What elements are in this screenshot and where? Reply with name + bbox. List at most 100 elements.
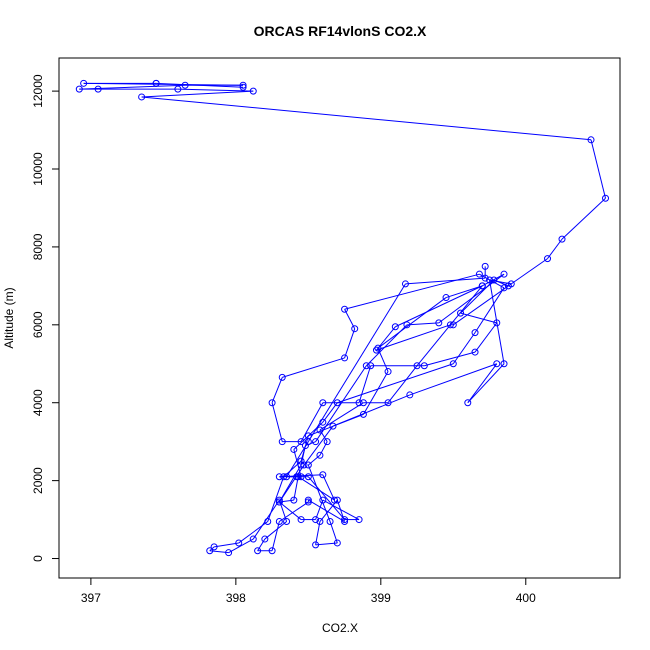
- data-point: [355, 516, 363, 524]
- data-point: [316, 451, 324, 459]
- data-point: [312, 516, 320, 524]
- series-segment: [307, 464, 331, 522]
- series-segment: [453, 283, 512, 326]
- series-segment: [438, 273, 505, 324]
- series-segment: [344, 273, 480, 310]
- series-segment: [297, 476, 335, 501]
- data-point: [75, 85, 83, 93]
- y-tick-label: 10000: [31, 152, 45, 186]
- data-point: [351, 325, 359, 333]
- data-point: [280, 473, 288, 481]
- series-segment: [308, 454, 321, 466]
- data-point: [290, 445, 298, 453]
- data-point: [293, 473, 301, 481]
- data-point: [341, 305, 349, 313]
- y-axis-label: Altitude (m): [2, 287, 16, 348]
- data-point: [374, 344, 382, 352]
- y-tick-label: 12000: [31, 74, 45, 108]
- data-point: [323, 438, 331, 446]
- series-segment: [460, 312, 497, 324]
- data-point: [500, 284, 508, 292]
- data-point: [181, 81, 189, 89]
- data-point: [355, 399, 363, 407]
- series-segment: [489, 279, 505, 364]
- series-segment: [337, 363, 454, 404]
- data-point: [442, 294, 450, 302]
- data-point: [278, 373, 286, 381]
- data-point: [326, 518, 334, 526]
- data-point: [249, 535, 257, 543]
- series-segment: [424, 351, 476, 367]
- series-segment: [406, 322, 439, 326]
- data-point: [401, 280, 409, 288]
- series-segment: [271, 377, 283, 403]
- data-point: [446, 321, 454, 329]
- series-segment: [303, 425, 334, 466]
- data-point: [225, 549, 233, 557]
- data-point: [312, 438, 320, 446]
- data-point: [174, 85, 182, 93]
- series-segment: [252, 499, 280, 540]
- series-segment: [278, 464, 302, 503]
- series-segment: [405, 277, 486, 285]
- data-point: [254, 547, 262, 555]
- data-point: [384, 399, 392, 407]
- data-point: [449, 321, 457, 329]
- series-segment: [362, 371, 389, 415]
- data-point: [319, 496, 327, 504]
- series-segment: [344, 328, 356, 359]
- series-segment: [319, 441, 328, 456]
- series-segment: [177, 88, 254, 92]
- data-point: [239, 83, 247, 91]
- data-point: [264, 518, 272, 526]
- data-point: [297, 461, 305, 469]
- data-point: [304, 473, 312, 481]
- series-segment: [264, 521, 287, 540]
- data-point: [359, 399, 367, 407]
- data-point: [304, 438, 312, 446]
- series-segment: [307, 476, 345, 520]
- data-point: [602, 194, 610, 202]
- data-point: [316, 426, 324, 434]
- series-segment: [376, 324, 451, 351]
- data-point: [544, 255, 552, 263]
- data-point: [457, 309, 465, 317]
- series-segment: [467, 363, 505, 404]
- series-segment: [474, 287, 505, 333]
- data-point: [329, 422, 337, 430]
- series-segment: [257, 538, 266, 551]
- series-segment: [279, 501, 302, 520]
- data-point: [312, 541, 320, 549]
- series-segment: [141, 96, 592, 141]
- data-point: [138, 93, 146, 101]
- data-point: [500, 360, 508, 368]
- data-point: [333, 496, 341, 504]
- series-segment: [293, 476, 299, 501]
- data-point: [319, 399, 327, 407]
- data-point: [283, 518, 291, 526]
- series-segment: [482, 273, 505, 287]
- data-point: [341, 354, 349, 362]
- data-point: [319, 471, 327, 479]
- series-segment: [547, 238, 563, 259]
- data-point: [478, 282, 486, 290]
- x-tick-label: 399: [371, 591, 391, 605]
- chart-title: ORCAS RF14vlonS CO2.X: [254, 23, 427, 39]
- data-point: [475, 270, 483, 278]
- data-point: [500, 270, 508, 278]
- series-segment: [79, 84, 186, 90]
- series-segment: [452, 332, 476, 365]
- data-point: [384, 368, 392, 376]
- y-tick-label: 0: [31, 555, 45, 562]
- data-point: [330, 496, 338, 504]
- series-segment: [271, 402, 283, 442]
- series-segment: [395, 285, 483, 328]
- y-axis: 0 2000 4000 6000 8000 10000 12000: [31, 74, 60, 562]
- data-point: [283, 473, 291, 481]
- data-point: [316, 518, 324, 526]
- series-segment: [319, 402, 364, 431]
- data-point: [275, 496, 283, 504]
- data-point: [449, 360, 457, 368]
- series-segment: [271, 521, 280, 551]
- data-point: [435, 319, 443, 327]
